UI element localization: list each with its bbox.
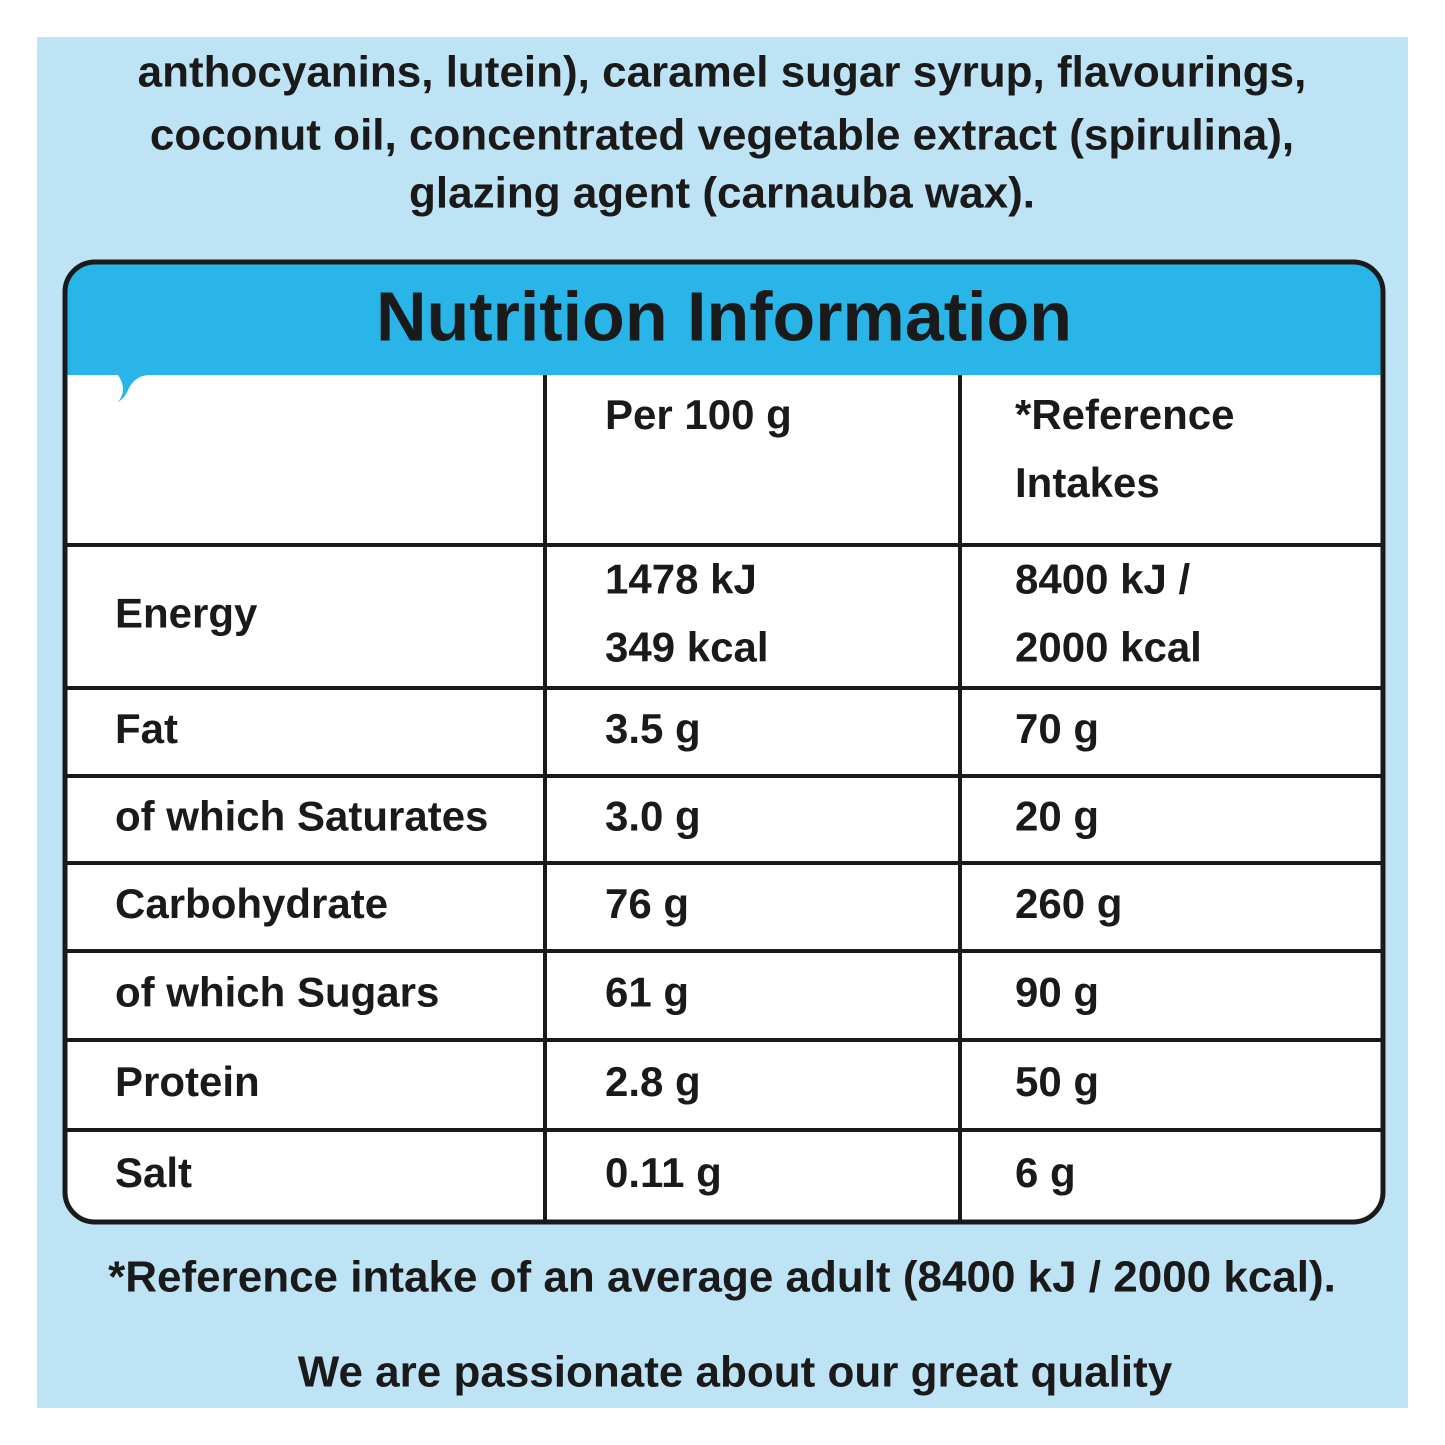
tagline: We are passionate about our great qualit… [298, 1348, 1173, 1397]
footnote: *Reference intake of an average adult (8… [108, 1253, 1336, 1302]
value-cell: 3.5 g [605, 705, 701, 752]
value-cell: 3.0 g [605, 793, 701, 840]
value-cell: 50 g [1015, 1058, 1099, 1105]
value-cell: 1478 kJ [605, 556, 757, 603]
value-cell: 70 g [1015, 705, 1099, 752]
value-cell: 90 g [1015, 969, 1099, 1016]
header-cell: *Reference [1015, 391, 1234, 438]
nutrient-cell: Carbohydrate [115, 880, 388, 927]
value-cell: 20 g [1015, 793, 1099, 840]
table-border [62, 259, 1386, 1225]
ingredients-line: anthocyanins, lutein), caramel sugar syr… [138, 48, 1307, 97]
table-title: Nutrition Information [376, 277, 1072, 355]
value-cell: 2000 kcal [1015, 624, 1202, 671]
nutrient-cell: Fat [115, 705, 178, 752]
header-cell: Intakes [1015, 459, 1160, 506]
value-cell: 349 kcal [605, 624, 769, 671]
value-cell: 0.11 g [605, 1149, 722, 1196]
title-band [65, 262, 1383, 402]
nutrient-cell: of which Sugars [115, 969, 439, 1016]
value-cell: 76 g [605, 880, 689, 927]
header-cell: Per 100 g [605, 391, 792, 438]
value-cell: 6 g [1015, 1149, 1076, 1196]
value-cell: 8400 kJ / [1015, 556, 1190, 603]
nutrient-cell: of which Saturates [115, 793, 488, 840]
nutrient-cell: Protein [115, 1058, 260, 1105]
value-cell: 2.8 g [605, 1058, 701, 1105]
nutrient-cell: Salt [115, 1149, 192, 1196]
value-cell: 260 g [1015, 880, 1122, 927]
ingredients-line: coconut oil, concentrated vegetable extr… [150, 111, 1294, 160]
nutrient-cell: Energy [115, 590, 258, 637]
value-cell: 61 g [605, 969, 689, 1016]
table-lines [65, 375, 1383, 1222]
ingredients-line: glazing agent (carnauba wax). [409, 169, 1035, 218]
table-box [65, 262, 1383, 1222]
